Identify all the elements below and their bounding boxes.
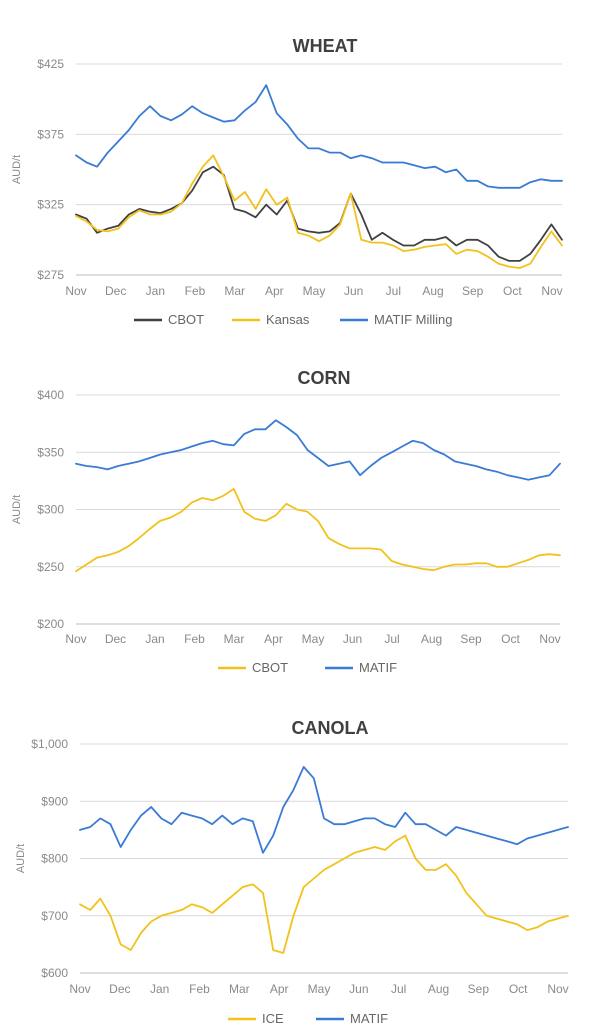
corn-x-tick-label: Apr bbox=[264, 632, 283, 646]
corn-x-tick-label: Aug bbox=[421, 632, 442, 646]
canola-x-tick-label: Sep bbox=[468, 982, 490, 996]
wheat-series-line-matif-milling bbox=[75, 84, 563, 189]
wheat-x-tick-label: Sep bbox=[462, 284, 484, 298]
corn-x-tick-label: Nov bbox=[65, 632, 86, 646]
wheat-y-tick-label: $425 bbox=[37, 57, 64, 71]
wheat-y-tick-label: $325 bbox=[37, 198, 64, 212]
wheat-chart: WHEAT $275 $325 $375 $425 AUD/t Nov Dec Jan Feb Ma… bbox=[11, 36, 563, 327]
canola-y-tick-label: $1,000 bbox=[31, 737, 68, 751]
wheat-x-tick-label: Jan bbox=[146, 284, 165, 298]
wheat-x-tick-label: Jul bbox=[386, 284, 401, 298]
wheat-series-line-kansas bbox=[75, 154, 563, 269]
canola-x-tick-label: Feb bbox=[189, 982, 210, 996]
canola-series-line-matif bbox=[79, 766, 569, 854]
corn-y-tick-label: $350 bbox=[37, 445, 64, 459]
wheat-x-tick-label: Apr bbox=[265, 284, 284, 298]
canola-x-tick-label: Nov bbox=[69, 982, 90, 996]
canola-x-tick-label: Apr bbox=[270, 982, 289, 996]
corn-x-tick-label: Jul bbox=[384, 632, 399, 646]
wheat-y-axis-label: AUD/t bbox=[11, 155, 23, 184]
canola-x-tick-label: May bbox=[308, 982, 331, 996]
canola-x-tick-label: Mar bbox=[229, 982, 250, 996]
corn-y-tick-label: $250 bbox=[37, 560, 64, 574]
corn-y-axis-label: AUD/t bbox=[11, 495, 23, 524]
corn-x-tick-label: Nov bbox=[539, 632, 560, 646]
canola-y-axis-label: AUD/t bbox=[15, 844, 27, 873]
canola-title: CANOLA bbox=[292, 718, 369, 738]
corn-legend-label: CBOT bbox=[252, 660, 288, 675]
wheat-chart-panel: WHEAT $275 $325 $375 $425 AUD/t Nov Dec Jan Feb Ma… bbox=[0, 30, 589, 340]
wheat-x-tick-label: Aug bbox=[422, 284, 443, 298]
corn-x-tick-label: Feb bbox=[184, 632, 205, 646]
wheat-title: WHEAT bbox=[293, 36, 358, 56]
wheat-series-line-cbot bbox=[75, 165, 563, 262]
corn-chart: CORN $200 $250 $300 $350 $400 AUD/t Nov Dec Jan Fe… bbox=[11, 368, 561, 675]
corn-chart-panel: CORN $200 $250 $300 $350 $400 AUD/t Nov Dec Jan Fe… bbox=[0, 360, 589, 690]
canola-legend-label: ICE bbox=[262, 1011, 284, 1026]
corn-x-tick-label: Sep bbox=[460, 632, 482, 646]
wheat-legend-label: MATIF Milling bbox=[374, 312, 452, 327]
wheat-y-tick-label: $375 bbox=[37, 127, 64, 141]
canola-series-line-ice bbox=[79, 834, 569, 954]
wheat-x-tick-label: Nov bbox=[541, 284, 562, 298]
canola-legend-label: MATIF bbox=[350, 1011, 388, 1026]
corn-x-tick-label: May bbox=[302, 632, 325, 646]
wheat-legend-label: CBOT bbox=[168, 312, 204, 327]
canola-y-tick-label: $600 bbox=[41, 966, 68, 980]
corn-x-tick-label: Jan bbox=[145, 632, 164, 646]
canola-x-tick-label: Jan bbox=[150, 982, 169, 996]
corn-y-tick-label: $200 bbox=[37, 617, 64, 631]
canola-chart: CANOLA $600 $700 $800 $900 $1,000 AUD/t Nov Dec J… bbox=[15, 718, 569, 1026]
canola-x-tick-label: Nov bbox=[547, 982, 568, 996]
wheat-x-tick-label: May bbox=[303, 284, 326, 298]
corn-x-tick-label: Jun bbox=[343, 632, 362, 646]
canola-chart-panel: CANOLA $600 $700 $800 $900 $1,000 AUD/t Nov Dec J… bbox=[0, 710, 589, 1034]
wheat-x-tick-label: Mar bbox=[224, 284, 245, 298]
corn-series-line-cbot bbox=[75, 487, 561, 573]
canola-x-tick-label: Dec bbox=[109, 982, 130, 996]
corn-x-tick-label: Mar bbox=[224, 632, 245, 646]
wheat-x-tick-label: Nov bbox=[65, 284, 86, 298]
canola-x-tick-label: Jun bbox=[349, 982, 368, 996]
canola-y-tick-label: $800 bbox=[41, 852, 68, 866]
corn-y-tick-label: $300 bbox=[37, 503, 64, 517]
corn-series-line-matif bbox=[75, 419, 561, 481]
canola-x-tick-label: Jul bbox=[391, 982, 406, 996]
wheat-x-tick-label: Dec bbox=[105, 284, 126, 298]
canola-y-tick-label: $900 bbox=[41, 794, 68, 808]
wheat-x-tick-label: Jun bbox=[344, 284, 363, 298]
wheat-x-tick-label: Oct bbox=[503, 284, 522, 298]
corn-title: CORN bbox=[298, 368, 351, 388]
corn-x-tick-label: Dec bbox=[105, 632, 126, 646]
wheat-x-tick-label: Feb bbox=[185, 284, 206, 298]
corn-x-tick-label: Oct bbox=[501, 632, 520, 646]
canola-x-tick-label: Aug bbox=[428, 982, 449, 996]
canola-y-tick-label: $700 bbox=[41, 909, 68, 923]
canola-x-tick-label: Oct bbox=[509, 982, 528, 996]
corn-legend-label: MATIF bbox=[359, 660, 397, 675]
corn-y-tick-label: $400 bbox=[37, 388, 64, 402]
wheat-legend-label: Kansas bbox=[266, 312, 310, 327]
wheat-y-tick-label: $275 bbox=[37, 268, 64, 282]
